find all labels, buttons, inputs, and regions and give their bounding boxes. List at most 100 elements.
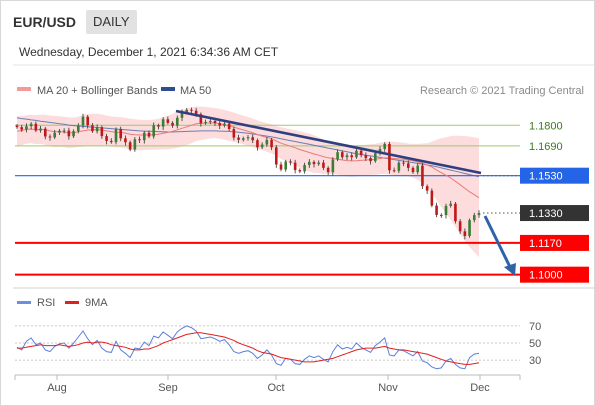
candle <box>425 184 429 194</box>
candle-body <box>350 155 354 158</box>
ma20-line <box>16 122 480 199</box>
level-label-1.1330: 1.1330 <box>529 208 563 220</box>
candle <box>439 213 443 218</box>
timeframe-badge[interactable]: DAILY <box>86 10 137 34</box>
time-label-Aug: Aug <box>47 382 67 394</box>
candle <box>392 167 396 173</box>
candle-body <box>317 162 321 165</box>
candle <box>293 159 297 174</box>
candle-body <box>364 155 368 159</box>
candle-body <box>20 127 24 130</box>
candle-body <box>199 114 203 124</box>
candle <box>128 140 132 152</box>
candle-body <box>81 116 85 126</box>
candle-body <box>331 159 335 173</box>
candle-body <box>303 165 306 172</box>
candle-body <box>458 221 462 232</box>
candle-body <box>124 138 127 143</box>
candle <box>265 137 269 147</box>
candle <box>317 160 321 166</box>
candle <box>157 123 160 130</box>
candle-body <box>53 132 57 138</box>
candle <box>256 138 259 151</box>
candle-body <box>293 162 297 171</box>
candle-body <box>166 119 170 123</box>
rsi-ma-line <box>17 332 480 365</box>
candle-body <box>100 127 104 137</box>
candle-body <box>39 128 42 131</box>
candle-body <box>336 152 339 160</box>
candle <box>364 152 368 161</box>
candle <box>444 203 448 219</box>
level-tag-1.1170 <box>520 234 589 251</box>
candle <box>100 125 104 139</box>
candle-body <box>91 125 94 132</box>
candle-body <box>43 128 47 137</box>
candle-body <box>373 153 377 162</box>
candle <box>81 113 85 129</box>
candle-body <box>147 132 151 137</box>
rsi-legend-label: RSI <box>37 297 55 309</box>
candle <box>25 123 28 133</box>
candle-body <box>119 129 123 139</box>
candle-body <box>25 126 28 130</box>
price-panel: 1.1800 1.1690 1.1530 1.1330 1.1170 1.1000 <box>15 106 589 283</box>
candle <box>406 160 410 172</box>
candle <box>369 156 372 165</box>
candle-body <box>76 125 80 132</box>
candle-body <box>260 144 264 148</box>
candle <box>463 228 467 240</box>
candle-body <box>307 161 311 166</box>
candle-body <box>218 123 222 126</box>
candle <box>166 116 170 125</box>
candle-body <box>194 110 198 115</box>
candle-body <box>468 220 471 237</box>
candle <box>20 124 24 132</box>
candle <box>218 120 222 130</box>
level-tag-1.1330 <box>520 205 589 222</box>
candle <box>105 133 108 145</box>
candle-body <box>232 129 236 138</box>
candle-body <box>425 186 429 191</box>
candle <box>138 136 141 144</box>
candle <box>53 129 57 140</box>
candle-body <box>449 203 453 206</box>
candle <box>430 188 434 208</box>
candle-body <box>388 143 391 171</box>
candle-body <box>62 130 66 132</box>
candle-body <box>406 163 410 168</box>
candle-body <box>109 140 113 143</box>
candle-body <box>256 140 259 148</box>
candle-body <box>340 152 344 158</box>
candle <box>227 121 231 132</box>
candle <box>161 117 165 130</box>
candle-body <box>270 139 273 148</box>
candle <box>39 125 42 133</box>
candle-body <box>95 127 99 132</box>
candle-body <box>241 138 245 140</box>
candle <box>274 145 278 168</box>
candle-body <box>114 129 118 143</box>
chart-header: EUR/USD DAILY <box>1 1 594 43</box>
candle-body <box>34 123 38 131</box>
candle <box>312 160 316 168</box>
candle <box>237 134 240 144</box>
candle <box>232 126 236 141</box>
bollinger-band <box>17 106 479 258</box>
candle <box>435 202 438 218</box>
candle <box>388 141 391 174</box>
candle <box>58 129 61 135</box>
level-tag-1.1000 <box>520 266 589 283</box>
candle <box>76 123 80 134</box>
candle <box>373 151 377 163</box>
candle <box>72 129 75 138</box>
candle <box>383 142 387 152</box>
candle <box>251 134 255 144</box>
candle <box>340 150 344 160</box>
level-label-1.1690: 1.1690 <box>529 141 563 153</box>
candle <box>147 130 151 139</box>
candle-body <box>157 125 160 127</box>
candle-body <box>58 130 61 133</box>
level-label-1.1800: 1.1800 <box>529 120 563 132</box>
ma20-legend-label: MA 20 + Bollinger Bands <box>37 85 158 97</box>
